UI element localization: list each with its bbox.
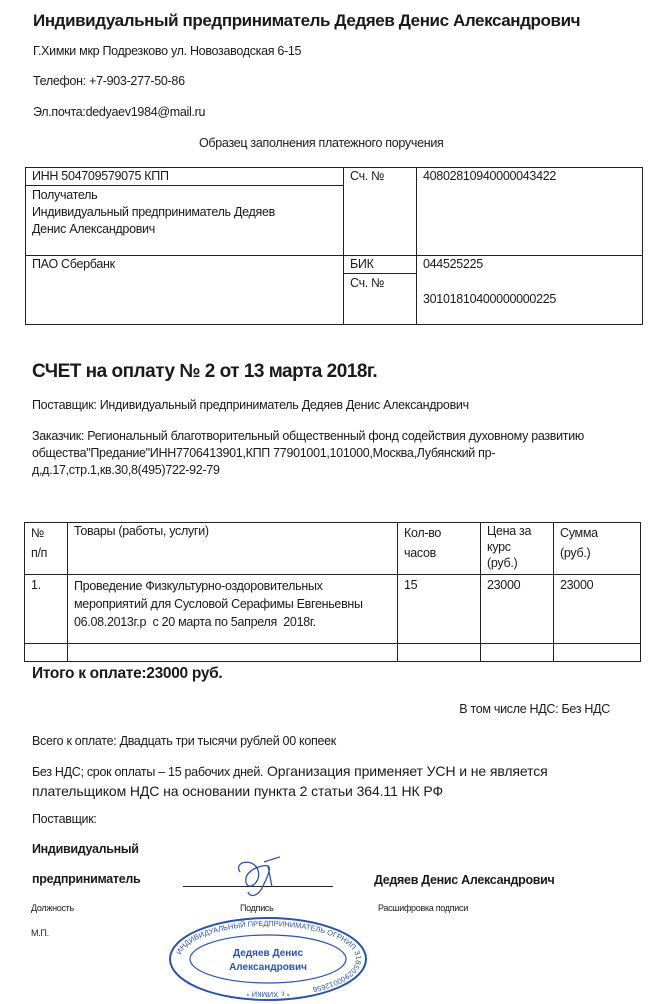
position-caption: Должность (31, 903, 74, 913)
invoice-title: СЧЕТ на оплату № 2 от 13 марта 2018г. (32, 361, 378, 382)
customer-line1: Заказчик: Региональный благотворительный… (32, 429, 584, 443)
signature-caption: Подпись (240, 903, 274, 913)
company-stamp: ИНДИВИДУАЛЬНЫЙ ПРЕДПРИНИМАТЕЛЬ ОГРНИП 31… (169, 917, 367, 1001)
position-line2: предприниматель (32, 872, 141, 886)
stamp-center-line3: Александрович (229, 962, 307, 973)
customer-line2: общества"Предание"ИНН7706413901,КПП 7790… (32, 446, 496, 460)
company-title: Индивидуальный предприниматель Дедяев Де… (33, 11, 581, 30)
col-header-qty: Кол-во часов (404, 526, 442, 560)
bank-name: ПАО Сбербанк (32, 257, 115, 271)
stamp-bottom-text: * г. ХИМКИ * (246, 989, 290, 999)
recipient-label: Получатель (32, 188, 98, 202)
terms-line2: плательщиком НДС на основании пункта 2 с… (32, 783, 444, 799)
position-line1: Индивидуальный (32, 842, 139, 856)
corr-account-number: 30101810400000000225 (423, 292, 557, 306)
stamp-center-line1: Дедяев (233, 948, 270, 959)
total-in-words: Всего к оплате: Двадцать три тысячи рубл… (32, 734, 336, 748)
bik-label: БИК (350, 257, 374, 271)
total-amount: Итого к оплате:23000 руб. (32, 665, 223, 682)
svg-text:* г. ХИМКИ *: * г. ХИМКИ * (246, 989, 290, 999)
customer-line3: д,д.17,стр.1,кв.30,8(495)722-92-79 (32, 463, 220, 477)
supplier-label: Поставщик: (32, 812, 97, 826)
seal-caption: М.П. (31, 928, 49, 938)
terms-line1: Без НДС; срок оплаты – 15 рабочих дней. … (32, 763, 548, 780)
handwritten-signature (237, 856, 281, 897)
account-number: 40802810940000043422 (423, 169, 557, 183)
row-sum: 23000 (560, 578, 594, 592)
account-label: Сч. № (350, 169, 385, 183)
stamp-center-line2: Денис (272, 948, 303, 959)
terms-part-b: Организация применяет УСН и не является (263, 763, 548, 779)
signer-name: Дедяев Денис Александрович (374, 873, 555, 887)
signature-line (183, 886, 333, 887)
col-header-sum: Сумма (руб.) (560, 526, 598, 560)
row-num: 1. (31, 578, 41, 592)
inn-kpp: ИНН 504709579075 КПП (32, 169, 169, 183)
phone: Телефон: +7-903-277-50-86 (33, 74, 185, 88)
row-item: Проведение Физкультурно-оздоровительных … (74, 579, 363, 629)
col-header-price: Цена за курс (руб.) (487, 524, 532, 570)
payment-form-title: Образец заполнения платежного поручения (199, 136, 444, 150)
row-qty: 15 (404, 578, 418, 592)
address: Г.Химки мкр Подрезково ул. Новозаводская… (33, 44, 302, 58)
recipient-line1: Индивидуальный предприниматель Дедяев (32, 205, 275, 219)
supplier-line: Поставщик: Индивидуальный предпринимател… (32, 398, 469, 412)
vat-note: В том числе НДС: Без НДС (459, 702, 610, 716)
row-price: 23000 (487, 578, 521, 592)
name-caption: Расшифровка подписи (378, 903, 468, 913)
col-header-item: Товары (работы, услуги) (74, 524, 209, 538)
email: Эл.почта:dedyaev1984@mail.ru (33, 105, 206, 119)
corr-account-label: Сч. № (350, 276, 385, 290)
recipient-line2: Денис Александрович (32, 222, 155, 236)
terms-part-a: Без НДС; срок оплаты – 15 рабочих дней. (32, 765, 264, 779)
bik-value: 044525225 (423, 257, 483, 271)
svg-text:Дедяев Денис: Дедяев Денис (233, 948, 303, 959)
col-header-num: № п/п (31, 526, 48, 560)
